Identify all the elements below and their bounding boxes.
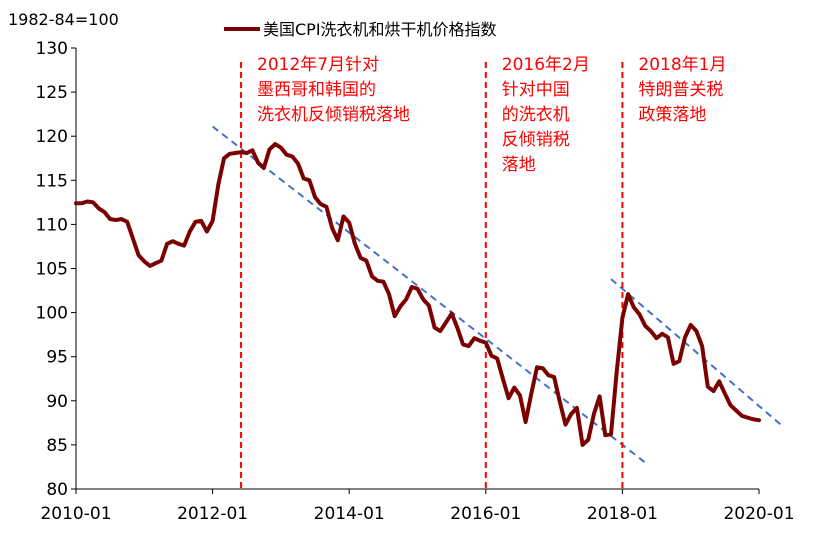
event-annotation-line: 特朗普关税: [638, 80, 723, 100]
x-tick-label: 2014-01: [314, 504, 385, 524]
event-lines: [240, 62, 624, 489]
trendline: [211, 125, 646, 464]
y-axis-ticks: 80 85 90 95 100 105 110 115 120 125 130: [36, 39, 76, 500]
y-tick-label: 85: [46, 436, 68, 456]
y-tick-label: 105: [36, 260, 68, 280]
x-tick-label: 2018-01: [587, 504, 658, 524]
event-annotation-line: 2018年1月: [638, 55, 726, 75]
y-tick-label: 90: [46, 392, 68, 412]
y-tick-label: 125: [36, 83, 68, 103]
x-tick-label: 2020-01: [723, 504, 794, 524]
series-group: [74, 142, 761, 447]
y-axis-unit-label: 1982-84=100: [8, 10, 119, 29]
x-tick-label: 2016-01: [450, 504, 521, 524]
event-annotation-line: 政策落地: [638, 105, 706, 125]
event-annotation-line: 2012年7月针对: [257, 55, 379, 75]
event-annotation-line: 2016年2月: [502, 55, 590, 75]
trendlines: [211, 125, 783, 464]
x-tick-label: 2012-01: [177, 504, 248, 524]
series-line: [74, 142, 761, 447]
event-annotation-line: 墨西哥和韩国的: [257, 80, 376, 100]
trendline: [610, 278, 783, 427]
event-annotation-line: 的洗衣机: [502, 105, 570, 125]
y-tick-label: 80: [46, 480, 68, 500]
y-tick-label: 130: [36, 39, 68, 59]
legend-label: 美国CPI洗衣机和烘干机价格指数: [263, 20, 497, 39]
y-tick-label: 110: [36, 215, 68, 235]
event-annotation-line: 落地: [502, 155, 536, 175]
event-annotation-line: 针对中国: [502, 80, 570, 100]
x-axis-ticks: 2010-01 2012-01 2014-01 2016-01 2018-01 2020-…: [40, 489, 795, 524]
event-annotation-line: 洗衣机反倾销税落地: [257, 105, 410, 125]
x-tick-label: 2010-01: [40, 504, 111, 524]
legend: 美国CPI洗衣机和烘干机价格指数: [224, 20, 497, 39]
event-annotation-line: 反倾销税: [502, 130, 570, 150]
y-tick-label: 100: [36, 304, 68, 324]
y-tick-label: 95: [46, 348, 68, 368]
y-tick-label: 120: [36, 127, 68, 147]
y-tick-label: 115: [36, 171, 68, 191]
